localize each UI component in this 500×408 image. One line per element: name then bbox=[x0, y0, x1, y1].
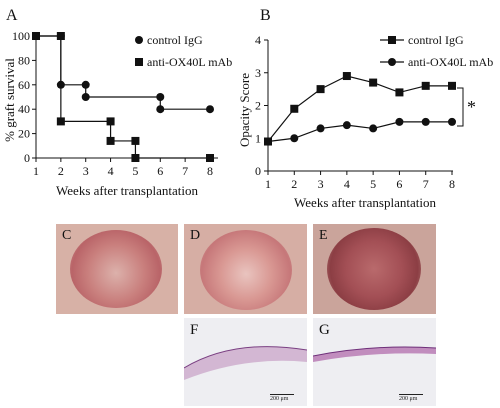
histology-f: F 200 μm bbox=[184, 318, 307, 406]
x-tick-label-a: 3 bbox=[83, 164, 89, 178]
data-point-a-1 bbox=[106, 136, 115, 145]
tissue-section-f bbox=[184, 346, 307, 380]
panel-label-g: G bbox=[319, 322, 330, 338]
legend-marker-anti-b bbox=[388, 58, 396, 66]
y-tick-label-a: 100 bbox=[12, 29, 30, 43]
cornea-d bbox=[200, 230, 292, 310]
scale-text-f: 200 μm bbox=[270, 396, 289, 402]
y-tick-label-a: 20 bbox=[18, 127, 30, 141]
data-point-b-0 bbox=[395, 88, 404, 97]
y-tick-label-b: 0 bbox=[255, 164, 261, 178]
scale-text-g: 200 μm bbox=[399, 396, 418, 402]
y-tick-label-b: 4 bbox=[255, 33, 261, 47]
y-tick-label-a: 60 bbox=[18, 78, 30, 92]
x-tick-label-a: 1 bbox=[33, 164, 39, 178]
x-tick-label-a: 8 bbox=[207, 164, 213, 178]
panel-label-a: A bbox=[6, 7, 18, 24]
data-point-a-1 bbox=[131, 136, 140, 145]
data-point-b-1 bbox=[342, 121, 351, 130]
data-point-a-0 bbox=[81, 80, 90, 89]
panel-label-e: E bbox=[319, 228, 328, 243]
data-point-a-1 bbox=[56, 32, 65, 40]
x-tick-label-a: 6 bbox=[157, 164, 163, 178]
data-point-b-1 bbox=[448, 117, 456, 126]
photo-c: C bbox=[56, 224, 178, 314]
data-point-b-1 bbox=[369, 124, 378, 133]
y-tick-label-b: 3 bbox=[255, 66, 261, 80]
data-point-a-0 bbox=[81, 93, 90, 101]
data-point-a-1 bbox=[206, 154, 214, 162]
series-line-b-1 bbox=[267, 121, 452, 143]
series-line-b-0 bbox=[267, 75, 452, 142]
data-point-b-1 bbox=[316, 124, 325, 133]
y-axis-label-a: % graft survival bbox=[2, 58, 17, 142]
x-tick-label-b: 2 bbox=[291, 177, 297, 191]
x-tick-label-b: 7 bbox=[423, 177, 429, 191]
legend-marker-control-a bbox=[135, 36, 143, 44]
data-point-b-1 bbox=[264, 137, 272, 146]
data-point-a-1 bbox=[131, 154, 140, 162]
data-point-a-1 bbox=[32, 32, 40, 40]
data-point-a-0 bbox=[156, 93, 165, 101]
panel-label-c: C bbox=[62, 228, 72, 243]
data-point-b-1 bbox=[395, 117, 404, 126]
y-tick-label-b: 1 bbox=[255, 131, 261, 145]
x-tick-label-a: 2 bbox=[58, 164, 64, 178]
panel-label-b: B bbox=[260, 7, 271, 24]
significance-star: * bbox=[467, 97, 476, 117]
data-point-b-0 bbox=[290, 104, 299, 113]
x-tick-label-b: 1 bbox=[265, 177, 271, 191]
x-tick-label-a: 5 bbox=[132, 164, 138, 178]
histology-g: G 200 μm bbox=[313, 318, 436, 406]
x-axis-label-a: Weeks after transplantation bbox=[56, 183, 198, 198]
tissue-section-g bbox=[313, 346, 436, 362]
data-point-b-1 bbox=[290, 134, 299, 143]
significance-bracket bbox=[457, 87, 464, 127]
data-point-b-0 bbox=[342, 72, 351, 81]
data-point-b-0 bbox=[421, 81, 430, 90]
x-tick-label-a: 7 bbox=[182, 164, 188, 178]
x-axis-label-b: Weeks after transplantation bbox=[294, 195, 436, 210]
cornea-e bbox=[327, 228, 421, 310]
legend-marker-anti-a bbox=[135, 58, 143, 66]
y-axis-label-b: Opacity Score bbox=[237, 73, 252, 147]
data-point-b-0 bbox=[316, 85, 325, 94]
x-tick-label-b: 3 bbox=[318, 177, 324, 191]
legend-label-control-b: control IgG bbox=[408, 33, 464, 47]
x-tick-label-b: 6 bbox=[396, 177, 402, 191]
x-tick-label-b: 5 bbox=[370, 177, 376, 191]
chart-a: A 0 20 40 60 80 100 1 2 3 4 5 6 7 8 % graft survival… bbox=[2, 7, 232, 198]
x-tick-label-a: 4 bbox=[108, 164, 114, 178]
panel-label-d: D bbox=[190, 228, 201, 243]
data-point-b-1 bbox=[421, 117, 430, 126]
y-tick-label-a: 40 bbox=[18, 102, 30, 116]
legend-label-anti-b: anti-OX40L mAb bbox=[408, 55, 493, 69]
scale-bar-g bbox=[399, 394, 423, 395]
data-point-a-1 bbox=[106, 117, 115, 126]
data-point-a-0 bbox=[156, 105, 165, 114]
photo-e: E bbox=[313, 224, 436, 314]
y-tick-label-b: 2 bbox=[255, 99, 261, 113]
panel-label-f: F bbox=[190, 322, 199, 338]
y-tick-label-a: 0 bbox=[24, 151, 30, 165]
data-point-b-0 bbox=[448, 81, 456, 90]
legend-label-control-a: control IgG bbox=[147, 33, 203, 47]
x-tick-label-b: 4 bbox=[344, 177, 350, 191]
x-tick-label-b: 8 bbox=[449, 177, 455, 191]
legend-label-anti-a: anti-OX40L mAb bbox=[147, 55, 232, 69]
legend-marker-control-b bbox=[388, 36, 396, 44]
data-point-b-0 bbox=[369, 78, 378, 87]
y-tick-label-a: 80 bbox=[18, 53, 30, 67]
data-point-a-0 bbox=[206, 105, 214, 114]
photo-d: D bbox=[184, 224, 307, 314]
cornea-c bbox=[70, 230, 162, 308]
scale-bar-f bbox=[270, 394, 294, 395]
data-point-a-1 bbox=[56, 117, 65, 126]
